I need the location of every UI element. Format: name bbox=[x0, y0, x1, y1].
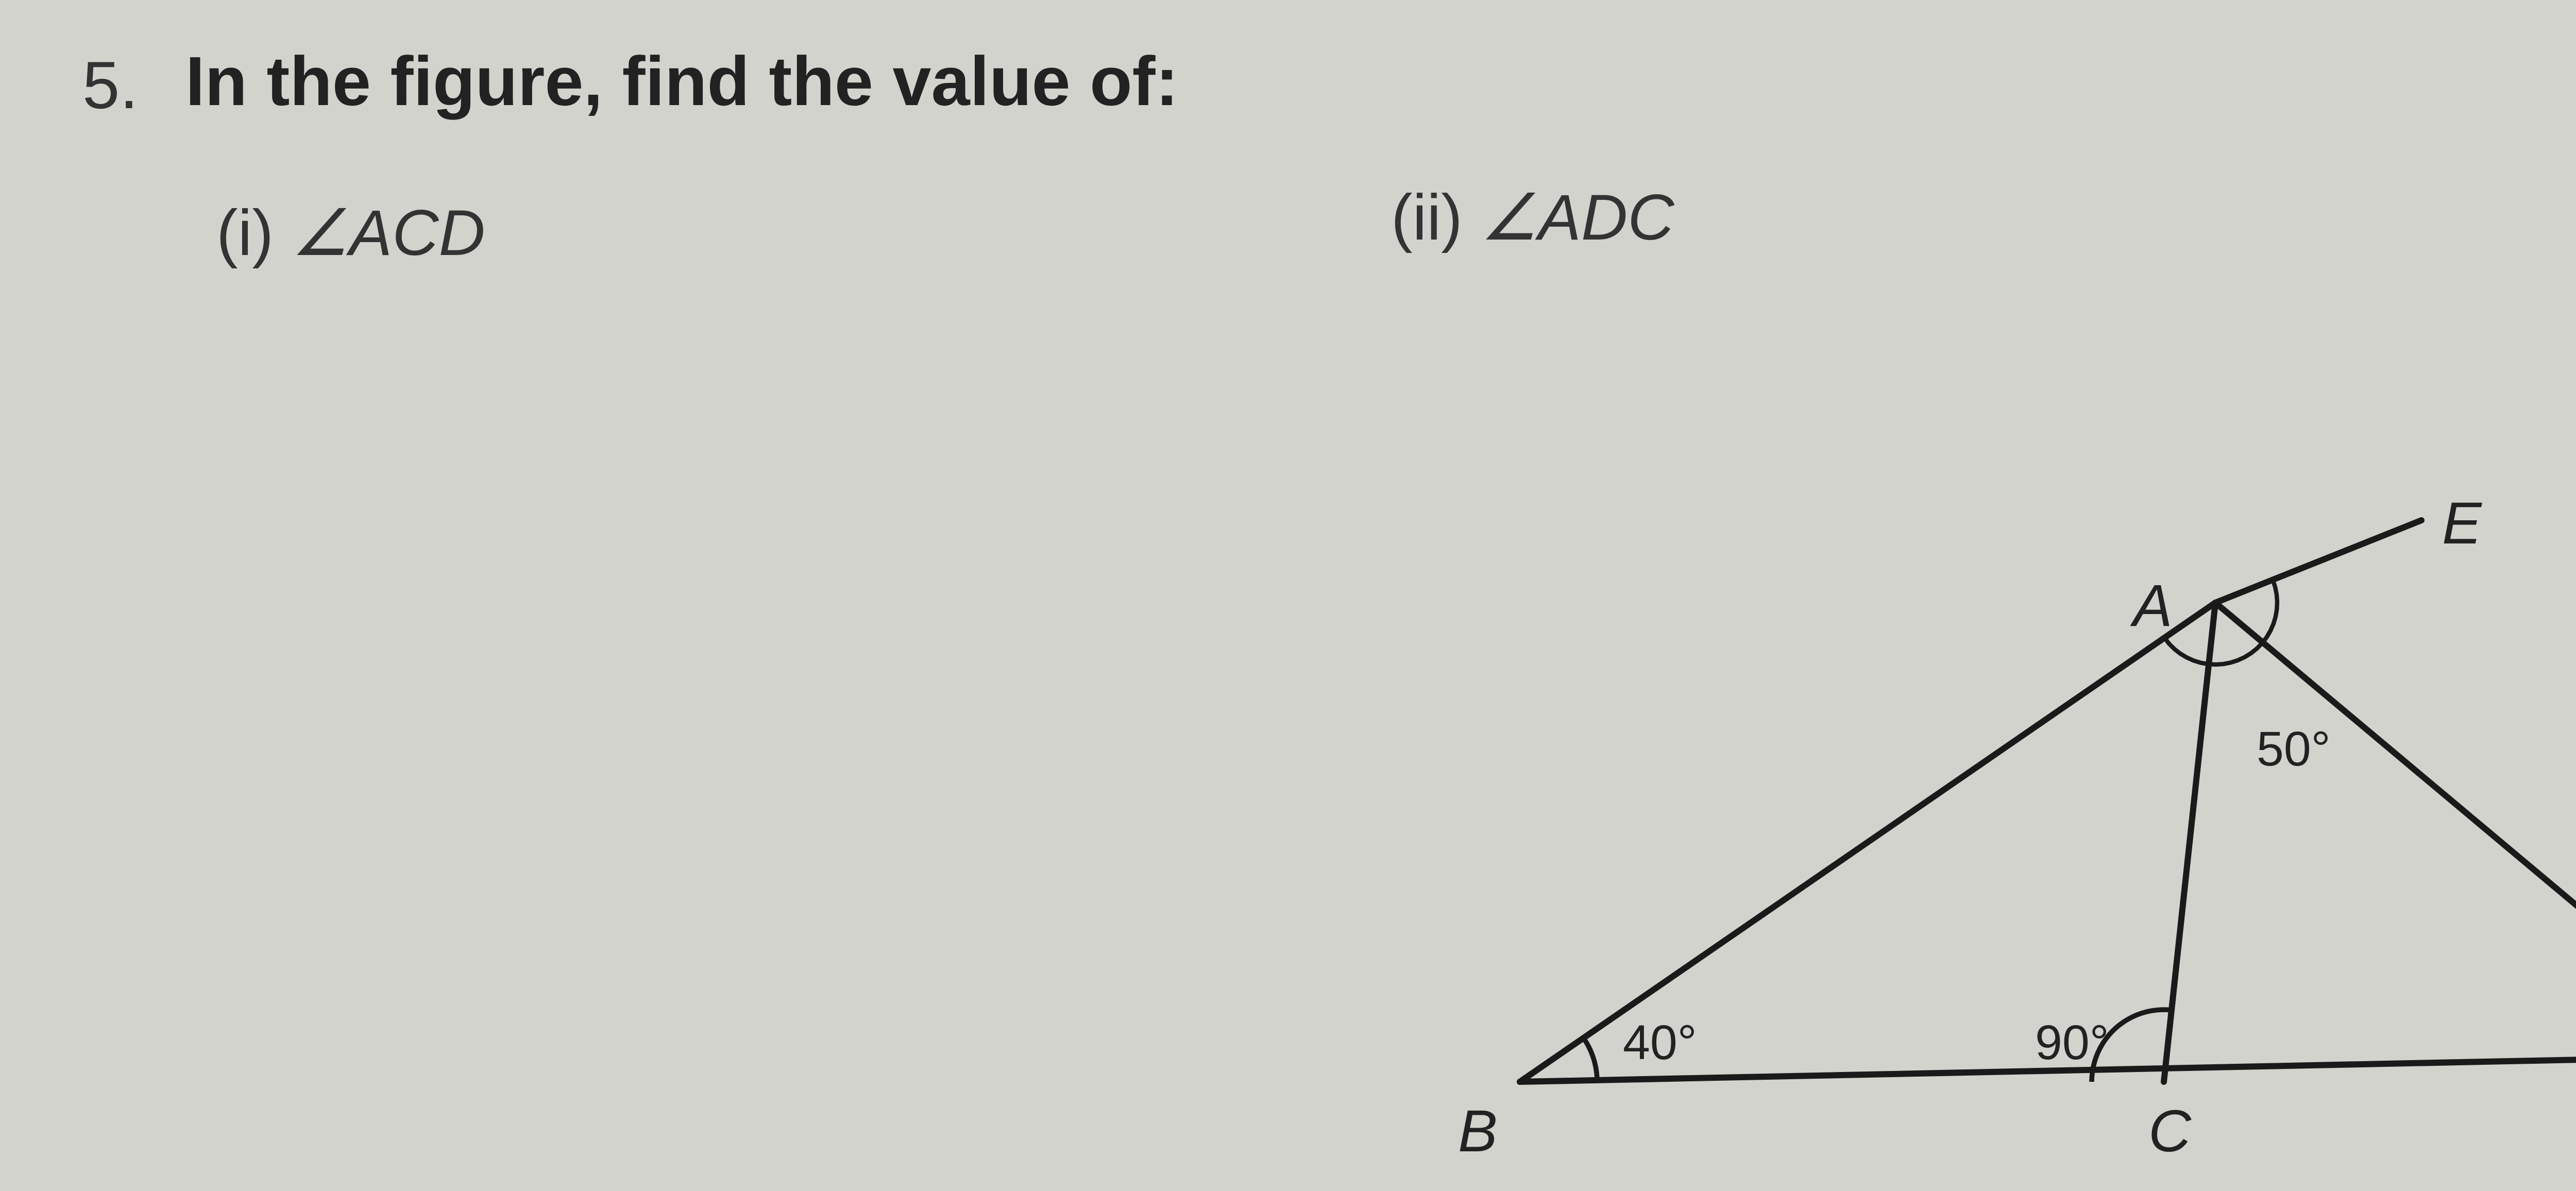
vertex-label-c: C bbox=[2148, 1097, 2191, 1165]
angle-label-cad: 50° bbox=[2257, 721, 2331, 777]
part-i: (i) ∠ACD bbox=[216, 196, 485, 270]
angle-label-b: 40° bbox=[1623, 1015, 1697, 1071]
figure-svg bbox=[1417, 464, 2576, 1133]
part-ii-expr: ∠ADC bbox=[1481, 182, 1674, 253]
vertex-label-e: E bbox=[2442, 489, 2482, 557]
part-i-roman: (i) bbox=[216, 197, 274, 269]
question-number: 5. bbox=[82, 46, 138, 124]
question-prompt: In the figure, find the value of: bbox=[185, 41, 1179, 121]
angle-label-acb: 90° bbox=[2035, 1015, 2109, 1071]
part-i-expr: ∠ACD bbox=[292, 197, 485, 269]
vertex-label-b: B bbox=[1458, 1097, 1498, 1165]
triangle-figure: BCDAE40°90°50° bbox=[1417, 464, 2576, 1133]
part-ii: (ii) ∠ADC bbox=[1391, 180, 1674, 255]
vertex-label-a: A bbox=[2133, 572, 2173, 640]
part-ii-roman: (ii) bbox=[1391, 182, 1463, 253]
